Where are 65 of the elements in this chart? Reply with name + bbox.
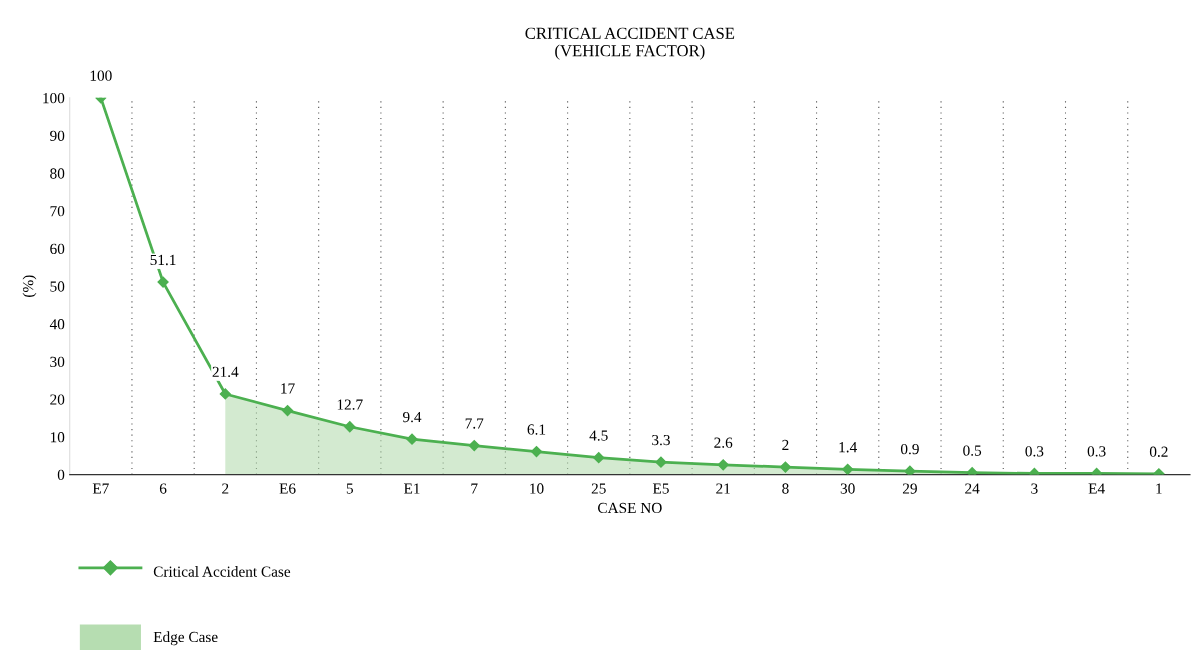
data-label: 3.3 [652,434,670,446]
data-label: 2.6 [714,437,733,448]
x-tick-label: E7 [92,483,109,494]
data-label: 0.3 [1087,446,1106,457]
legend-label: Edge Case [153,631,218,646]
x-tick-label: 1 [1156,483,1162,494]
y-tick-label: 100 [43,92,65,104]
legend-label: Critical Accident Case [153,566,291,577]
point [281,404,294,417]
x-tick-label: E6 [279,483,296,494]
data-label: 0.5 [963,445,982,456]
x-tick-label: 21 [716,483,730,494]
data-label: 9.4 [402,411,422,423]
y-tick-label: 10 [50,432,65,443]
x-tick-label: E1 [403,483,420,494]
point [219,388,231,400]
x-tick-label: 24 [965,483,980,494]
x-tick-label: 29 [902,483,917,494]
data-label: 2 [782,439,789,450]
y-tick-label: 40 [49,319,65,330]
x-tick-label: 10 [530,483,544,494]
point [904,465,916,475]
point [842,463,854,475]
x-tick-label: E4 [1088,483,1105,494]
data-label: 51.1 [150,254,176,266]
y-tick-label: 30 [50,356,65,368]
x-tick-label: 8 [782,483,789,494]
data-label: 0.2 [1149,446,1168,457]
point [406,433,418,445]
data-label: 0.3 [1025,446,1044,457]
data-label: 6.1 [527,424,546,435]
x-tick-label: 7 [471,483,478,494]
point [468,439,480,452]
data-label: 7.7 [465,418,484,429]
point [157,276,169,288]
data-label: 0.9 [900,443,919,455]
data-label: 100 [90,70,112,81]
data-label: 21.4 [212,366,239,378]
point [717,459,729,471]
y-tick-label: 0 [57,469,65,481]
x-tick-label: 6 [159,483,167,494]
point [655,456,667,468]
point [344,421,356,433]
y-tick-label: 50 [50,281,65,292]
y-tick-label: 90 [50,130,65,141]
point [779,461,792,473]
y-tick-label: 80 [50,168,65,179]
y-tick-label: 70 [50,206,65,217]
data-label: 1.4 [839,442,857,453]
x-axis-title: CASE NO [598,502,662,514]
data-label: 17 [281,383,295,394]
point [530,446,543,458]
x-tick-label: 30 [840,483,855,494]
y-tick-label: 60 [50,243,65,254]
x-tick-label: 25 [591,483,606,494]
x-tick-label: 3 [1031,483,1038,494]
x-tick-label: E5 [652,483,669,494]
data-label: 12.7 [337,399,363,410]
chart-title: CRITICAL ACCIDENT CASE (VEHICLE FACTOR) [525,27,735,60]
y-tick-label: 20 [50,394,65,405]
data-label: 4.5 [589,430,608,441]
x-tick-label: 2 [222,483,229,494]
point [593,452,605,464]
x-tick-label: 5 [346,483,353,494]
y-axis-title: (%) [22,275,37,297]
